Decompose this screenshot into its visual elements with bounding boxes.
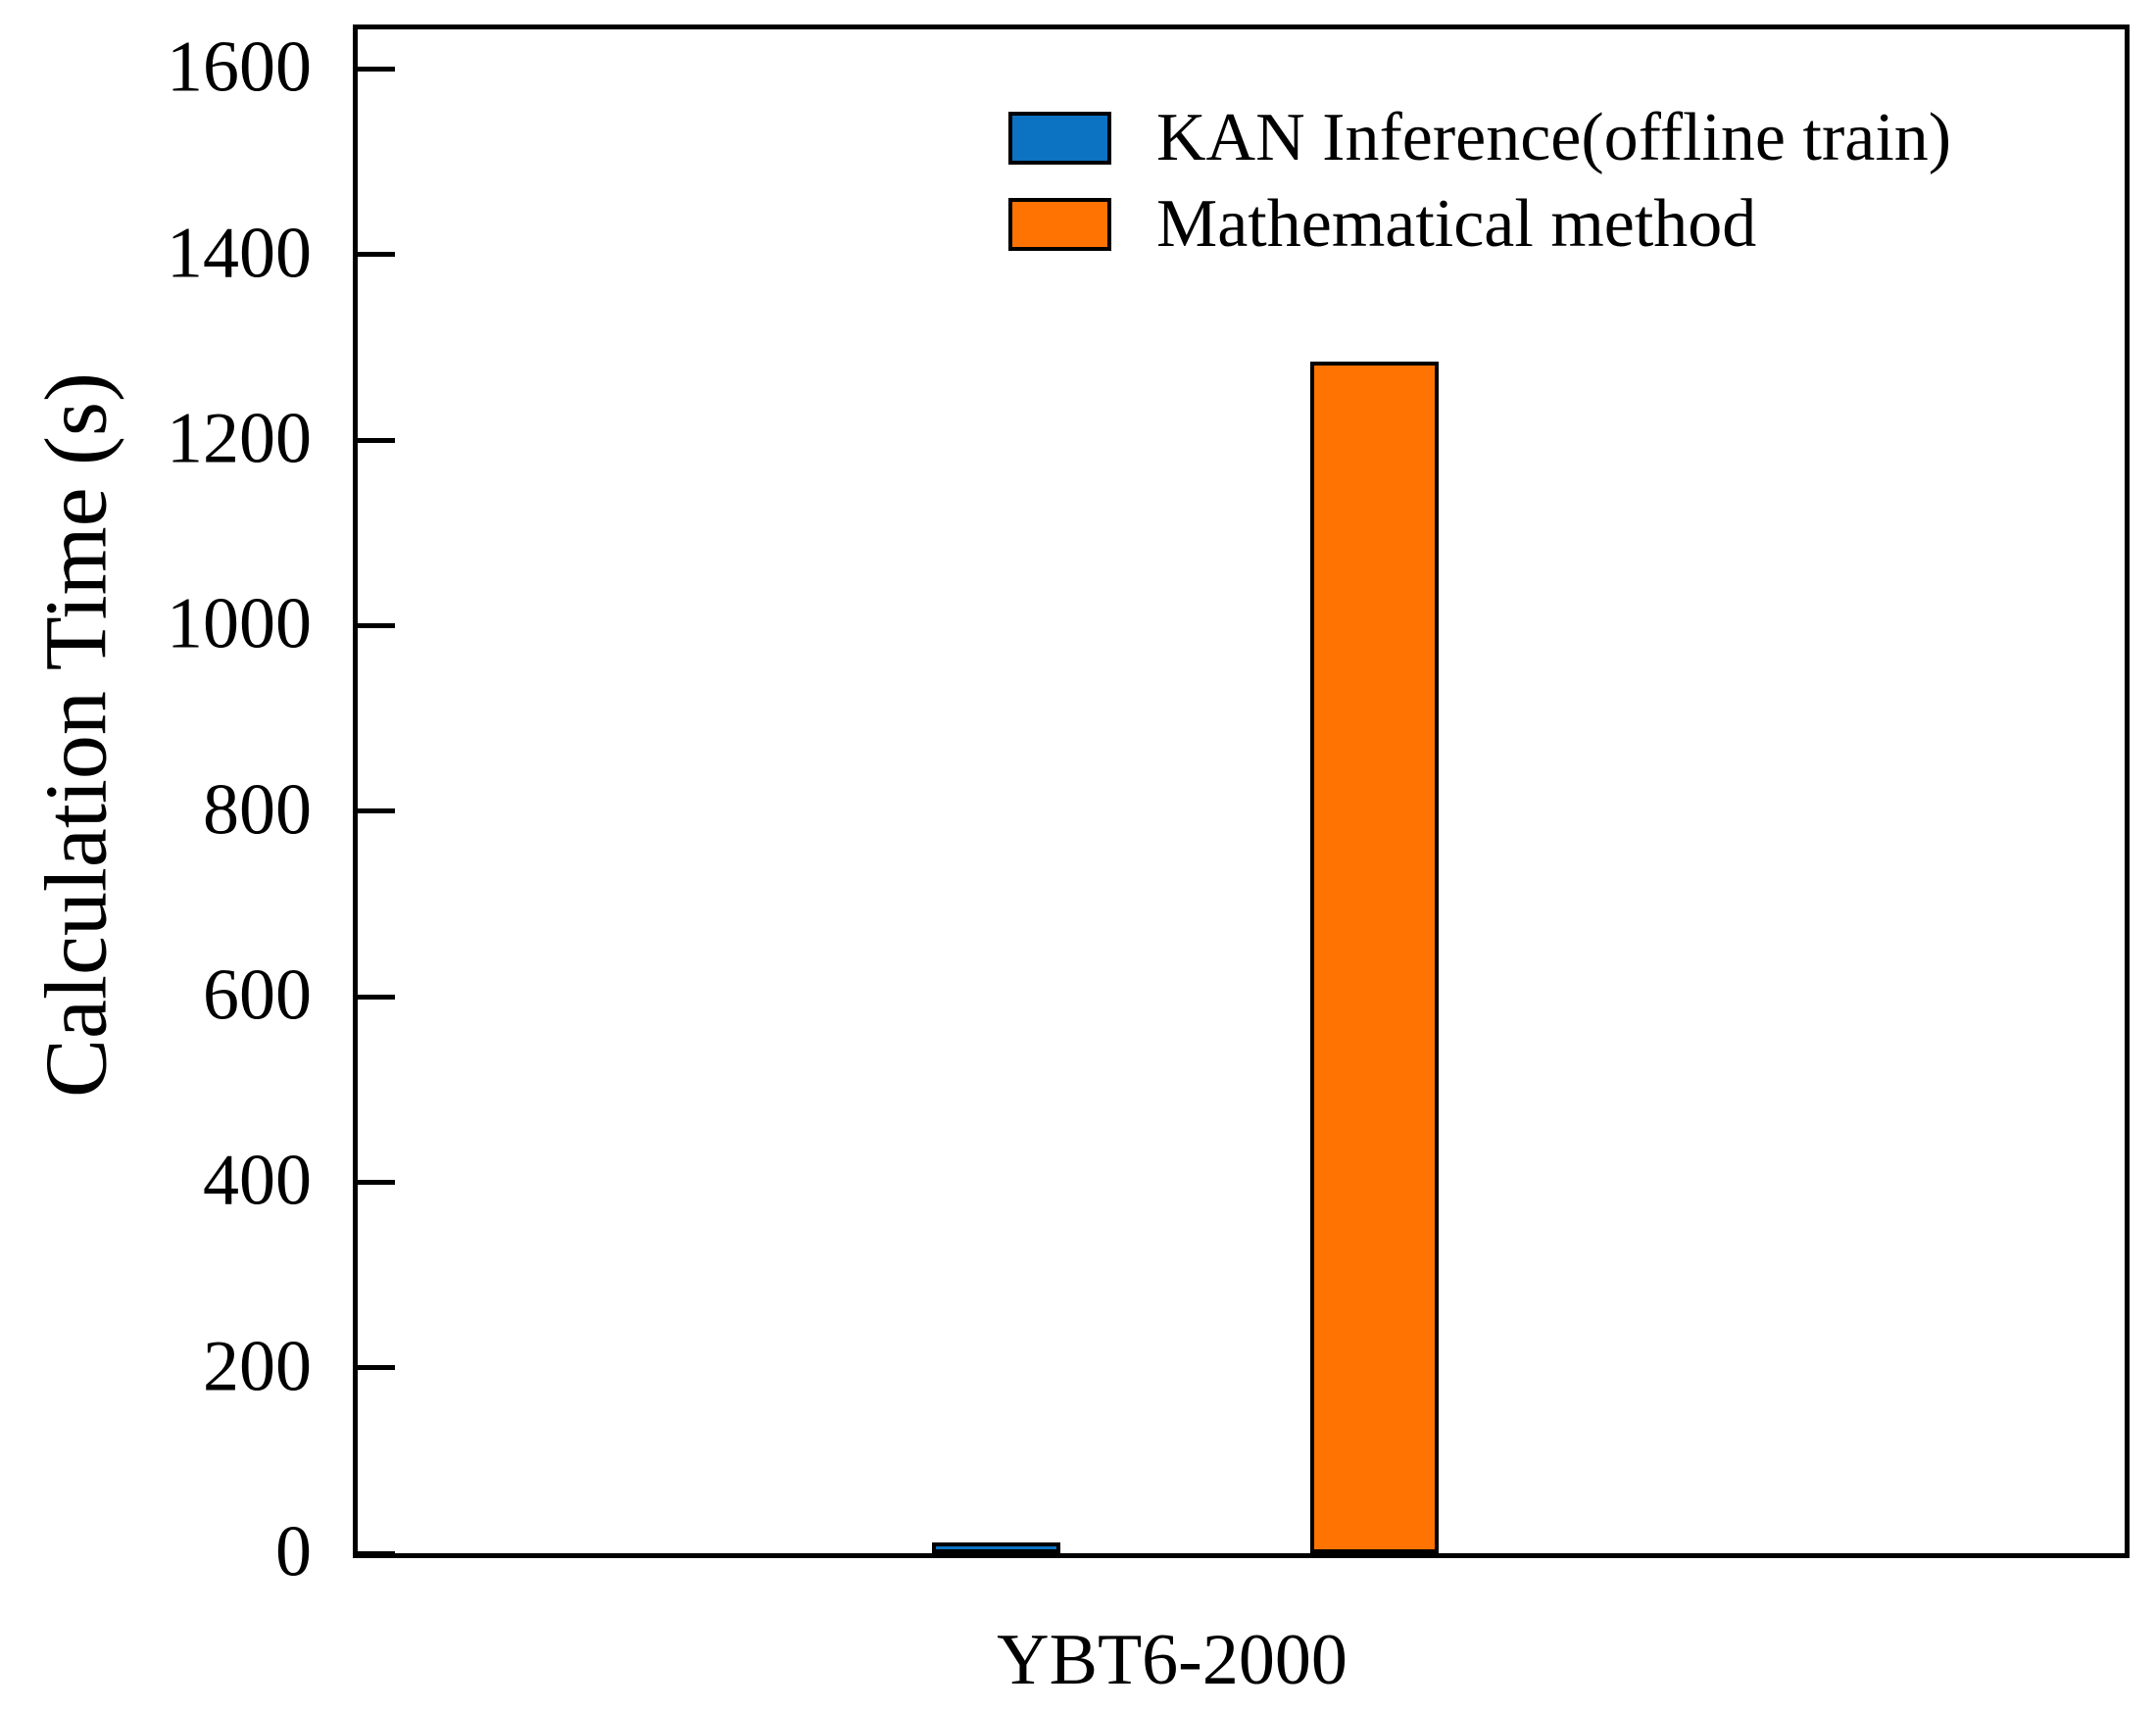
legend: KAN Inference(offline train) Mathematica… <box>1008 100 1952 284</box>
y-tick-label: 400 <box>203 1140 312 1221</box>
y-tick-mark <box>358 1550 395 1556</box>
bar-mathematical-method <box>1309 362 1439 1553</box>
y-tick-label: 1000 <box>167 583 312 664</box>
y-tick-label: 800 <box>203 769 312 851</box>
y-tick-label: 0 <box>275 1511 312 1592</box>
legend-item-kan-inference: KAN Inference(offline train) <box>1008 100 1952 175</box>
bar-kan-inference <box>931 1542 1060 1553</box>
legend-label-kan-inference: KAN Inference(offline train) <box>1156 100 1952 175</box>
y-tick-mark <box>358 437 395 443</box>
legend-label-mathematical-method: Mathematical method <box>1156 186 1757 262</box>
y-tick-label: 1200 <box>167 398 312 479</box>
y-tick-mark <box>358 252 395 258</box>
y-tick-label: 200 <box>203 1326 312 1407</box>
x-category-label: YBT6-2000 <box>997 1620 1348 1700</box>
legend-swatch-kan-inference <box>1008 112 1111 165</box>
y-tick-mark <box>358 622 395 628</box>
y-tick-label: 1600 <box>167 26 312 108</box>
legend-item-mathematical-method: Mathematical method <box>1008 186 1951 262</box>
y-tick-mark <box>358 1365 395 1371</box>
legend-swatch-mathematical-method <box>1008 198 1111 251</box>
y-tick-mark <box>358 66 395 72</box>
y-tick-mark <box>358 808 395 814</box>
plot-area: KAN Inference(offline train) Mathematica… <box>353 24 2130 1558</box>
y-tick-label: 600 <box>203 954 312 1036</box>
y-tick-label: 1400 <box>167 213 312 294</box>
y-tick-mark <box>358 1179 395 1185</box>
y-tick-mark <box>358 994 395 1000</box>
